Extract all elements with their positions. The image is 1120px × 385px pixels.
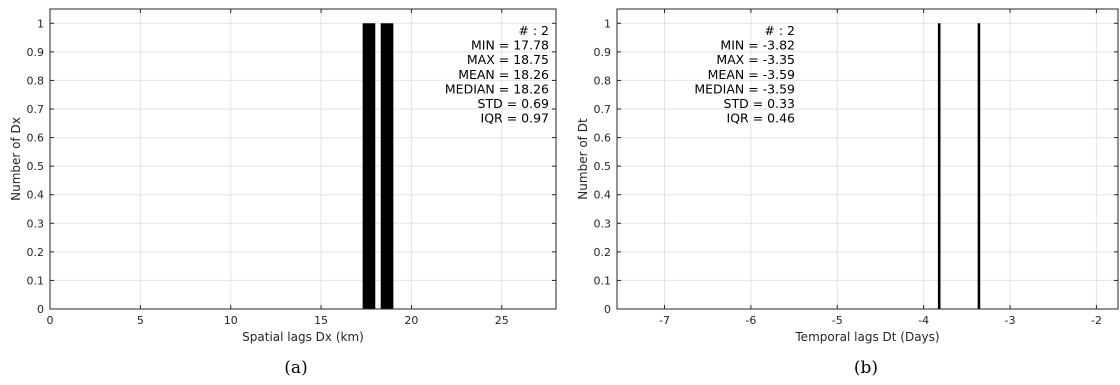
stats-line-5: MEDIAN = -3.59 bbox=[694, 81, 795, 96]
y-tick-label: 0.2 bbox=[594, 246, 612, 259]
y-tick-label: 0.4 bbox=[594, 189, 612, 202]
x-axis-label: Spatial lags Dx (km) bbox=[242, 330, 364, 344]
y-tick-label: 0.6 bbox=[27, 132, 45, 145]
plot-frame bbox=[616, 8, 1119, 310]
y-tick-label: 0.7 bbox=[27, 103, 45, 116]
y-tick-label: 0.2 bbox=[27, 246, 45, 259]
y-tick-label: 0.8 bbox=[27, 74, 45, 87]
x-tick-label: -5 bbox=[832, 314, 843, 327]
y-axis-label: Number of Dt bbox=[576, 118, 590, 200]
stats-line-7: IQR = 0.97 bbox=[481, 111, 549, 126]
stats-line-5: MEDIAN = 18.26 bbox=[445, 81, 549, 96]
y-tick-label: 0.5 bbox=[27, 160, 45, 173]
y-tick-label: 0.3 bbox=[27, 217, 45, 230]
stats-line-3: MAX = -3.35 bbox=[716, 52, 795, 67]
caption-b: (b) bbox=[854, 358, 878, 378]
histogram-bar-1 bbox=[362, 23, 376, 310]
y-tick-label: 0.3 bbox=[594, 217, 612, 230]
stats-line-1: # : 2 bbox=[764, 23, 795, 38]
x-axis-label: Temporal lags Dt (Days) bbox=[794, 330, 939, 344]
y-tick-label: 0 bbox=[37, 303, 44, 316]
x-tick-label: -2 bbox=[1091, 314, 1102, 327]
y-tick-label: 1 bbox=[37, 17, 44, 30]
stats-line-2: MIN = 17.78 bbox=[471, 38, 549, 53]
histogram-bar-2 bbox=[977, 23, 981, 310]
y-tick-label: 0.9 bbox=[594, 46, 612, 59]
y-tick-label: 1 bbox=[604, 17, 611, 30]
x-tick-label: 5 bbox=[137, 314, 144, 327]
x-tick-label: 20 bbox=[404, 314, 418, 327]
stats-line-4: MEAN = 18.26 bbox=[458, 67, 549, 82]
x-tick-label: 25 bbox=[495, 314, 509, 327]
y-tick-label: 0.9 bbox=[27, 46, 45, 59]
plot-frame bbox=[49, 8, 557, 310]
stats-line-6: STD = 0.69 bbox=[478, 96, 549, 111]
stats-line-1: # : 2 bbox=[518, 23, 549, 38]
stats-line-3: MAX = 18.75 bbox=[467, 52, 549, 67]
stats-line-4: MEAN = -3.59 bbox=[708, 67, 795, 82]
stats-line-6: STD = 0.33 bbox=[724, 96, 795, 111]
x-tick-label: -3 bbox=[1005, 314, 1016, 327]
y-tick-label: 0.1 bbox=[594, 274, 612, 287]
x-tick-label: -6 bbox=[745, 314, 756, 327]
caption-a: (a) bbox=[284, 358, 307, 378]
stats-line-7: IQR = 0.46 bbox=[727, 111, 796, 126]
histogram-bar-2 bbox=[380, 23, 394, 310]
y-tick-label: 0.7 bbox=[594, 103, 612, 116]
y-tick-label: 0.8 bbox=[594, 74, 612, 87]
panel-a-histogram-dx: 0 5 10 15 20 25 0 0.1 0.2 0.3 0.4 0.5 0.6 0.7 0.8 0.9 1 S… bbox=[9, 8, 557, 344]
y-tick-label: 0.1 bbox=[27, 274, 45, 287]
y-tick-label: 0.4 bbox=[27, 189, 45, 202]
x-tick-label: 10 bbox=[224, 314, 238, 327]
y-tick-label: 0.6 bbox=[594, 132, 612, 145]
histogram-bar-1 bbox=[937, 23, 941, 310]
y-axis-label: Number of Dx bbox=[9, 117, 23, 201]
panel-b-histogram-dt: -7 -6 -5 -4 -3 -2 0 0.1 0.2 0.3 0.4 0.5 0.6 0.7 0.8 0.9… bbox=[576, 8, 1119, 344]
x-tick-label: 0 bbox=[47, 314, 54, 327]
y-tick-label: 0.5 bbox=[594, 160, 612, 173]
stats-line-2: MIN = -3.82 bbox=[720, 38, 795, 53]
y-tick-label: 0 bbox=[604, 303, 611, 316]
x-tick-label: -4 bbox=[918, 314, 929, 327]
x-tick-label: 15 bbox=[314, 314, 328, 327]
x-tick-label: -7 bbox=[659, 314, 670, 327]
